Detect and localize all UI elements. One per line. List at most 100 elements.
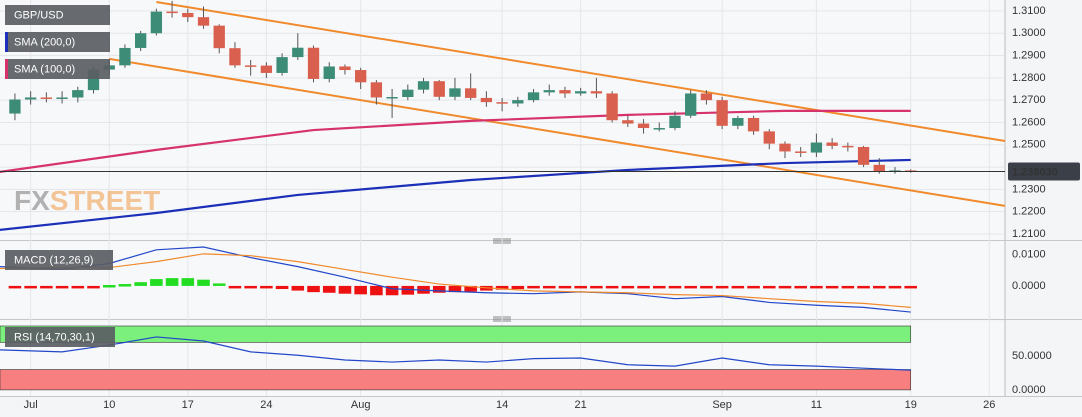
candle-body — [779, 143, 791, 152]
histogram-bar — [511, 285, 525, 290]
y-tick-label: 1.2800 — [1012, 72, 1046, 84]
histogram-bar — [558, 285, 572, 289]
candle-body — [685, 93, 697, 116]
candle-body — [197, 17, 210, 26]
legend-swatch — [5, 32, 8, 52]
histogram-bar — [307, 285, 320, 293]
candle-body — [87, 69, 100, 91]
x-tick-label: 10 — [103, 399, 115, 411]
candle-body — [747, 117, 760, 132]
y-tick-label: 1.2300 — [1012, 183, 1046, 195]
histogram-bar — [590, 285, 603, 289]
candle-body — [842, 145, 854, 148]
candle-body — [24, 97, 37, 100]
x-tick-label: 14 — [496, 399, 508, 411]
candle-body — [355, 70, 367, 83]
candle-body — [339, 66, 351, 71]
y-tick-label: 1.2700 — [1012, 94, 1046, 106]
candle-body — [669, 115, 681, 129]
candle-body — [72, 90, 84, 98]
histogram-bar — [464, 285, 477, 292]
candle-body — [260, 65, 273, 73]
candle-body — [732, 117, 744, 126]
histogram-bar — [715, 285, 729, 289]
candle-body — [873, 164, 885, 172]
y-tick-label: 1.2600 — [1012, 116, 1046, 128]
candle-body — [465, 88, 477, 98]
plot: FXSTREET — [0, 0, 1006, 391]
candle-body — [9, 99, 21, 114]
histogram-bar — [527, 285, 540, 289]
line — [0, 246, 911, 313]
last-price-box — [1008, 162, 1080, 181]
candle-body — [150, 11, 163, 34]
line — [109, 57, 1006, 207]
candle-body — [763, 131, 775, 144]
histogram-bar — [212, 283, 226, 286]
histogram-bar — [181, 278, 195, 286]
line — [0, 158, 911, 231]
overbought-zone — [0, 325, 912, 343]
candle-body — [449, 88, 461, 97]
y-tick-label: 0.0000 — [1012, 384, 1046, 396]
candle-body — [292, 47, 304, 58]
candle-body — [606, 93, 618, 121]
legend-box — [5, 5, 110, 25]
candle-body — [857, 146, 870, 165]
y-tick-label: 0.0000 — [1012, 280, 1046, 292]
histogram-bar — [275, 285, 289, 290]
y-tick-label: 0.0100 — [1012, 249, 1046, 261]
histogram-bar — [825, 285, 839, 289]
candle-body — [182, 12, 194, 18]
histogram-bar — [857, 285, 870, 289]
histogram-bar — [778, 285, 792, 289]
candle-body — [810, 142, 823, 153]
histogram-bar — [244, 285, 257, 289]
histogram-bar — [71, 285, 85, 289]
histogram-bar — [385, 285, 399, 296]
line — [0, 253, 911, 309]
y-tick-label: 50.0000 — [1012, 350, 1052, 362]
candle-body — [166, 11, 178, 14]
histogram-bar — [684, 285, 697, 289]
line — [0, 336, 911, 371]
candle-body — [323, 66, 335, 79]
candle-body — [119, 47, 131, 66]
x-tick-label: 26 — [983, 399, 995, 411]
legend-box — [5, 59, 110, 79]
candle-body — [512, 100, 524, 104]
watermark-part: STREET — [50, 185, 160, 216]
legend-box — [5, 32, 110, 52]
histogram-bar — [495, 285, 509, 290]
candle-body — [213, 25, 225, 49]
histogram-bar — [810, 285, 823, 289]
candle-body — [134, 33, 147, 48]
y-tick-label: 1.2500 — [1012, 139, 1046, 151]
y-tick-label: 1.3000 — [1012, 27, 1046, 39]
histogram-bar — [448, 285, 462, 293]
histogram-bar — [102, 284, 116, 288]
panel-title: RSI (14,70,30,1) — [14, 331, 95, 343]
candle-body — [229, 48, 241, 66]
line — [0, 109, 911, 173]
candle-body — [622, 120, 634, 124]
candle-body — [433, 81, 445, 97]
histogram-bar — [841, 285, 855, 289]
x-tick-label: 19 — [905, 399, 917, 411]
histogram-bar — [55, 285, 69, 289]
histogram-bar — [24, 285, 37, 289]
legend-box — [5, 250, 113, 270]
histogram-bar — [700, 285, 713, 289]
histogram-bar — [322, 285, 336, 293]
candle-body — [386, 97, 398, 99]
candle-body — [716, 100, 728, 126]
histogram-bar — [370, 285, 383, 296]
x-tick-label: 17 — [182, 399, 194, 411]
histogram-bar — [637, 285, 650, 289]
histogram-bar — [8, 285, 22, 289]
candle-body — [637, 123, 650, 129]
x-tick-label: Sep — [712, 399, 732, 411]
histogram-bar — [605, 285, 619, 289]
histogram-bar — [150, 279, 163, 286]
